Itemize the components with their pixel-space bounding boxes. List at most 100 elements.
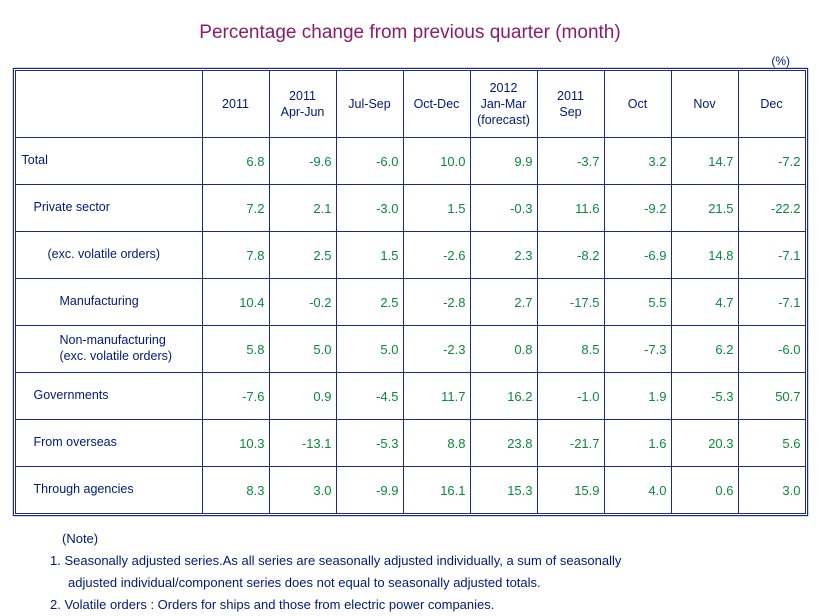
cell-value: 2.5 xyxy=(269,232,336,279)
cell-value: 11.7 xyxy=(403,373,470,420)
cell-value: 3.2 xyxy=(604,138,671,185)
cell-value: -7.6 xyxy=(202,373,269,420)
cell-value: -7.1 xyxy=(738,232,805,279)
cell-value: 0.6 xyxy=(671,467,738,514)
row-label: Total xyxy=(15,138,202,185)
cell-value: -9.2 xyxy=(604,185,671,232)
cell-value: 8.3 xyxy=(202,467,269,514)
table-row: Through agencies8.33.0-9.916.115.315.94.… xyxy=(15,467,805,514)
cell-value: 5.6 xyxy=(738,420,805,467)
cell-value: 50.7 xyxy=(738,373,805,420)
table-row: Private sector7.22.1-3.01.5-0.311.6-9.22… xyxy=(15,185,805,232)
cell-value: -6.0 xyxy=(738,326,805,373)
col-header: 2011 xyxy=(202,71,269,138)
cell-value: 8.8 xyxy=(403,420,470,467)
table-row: Manufacturing10.4-0.22.5-2.82.7-17.55.54… xyxy=(15,279,805,326)
table-row: Governments-7.60.9-4.511.716.2-1.01.9-5.… xyxy=(15,373,805,420)
cell-value: -7.2 xyxy=(738,138,805,185)
table-row: Total6.8-9.6-6.010.09.9-3.73.214.7-7.2 xyxy=(15,138,805,185)
row-label: (exc. volatile orders) xyxy=(15,232,202,279)
cell-value: 14.8 xyxy=(671,232,738,279)
col-header: Dec xyxy=(738,71,805,138)
cell-value: 4.0 xyxy=(604,467,671,514)
cell-value: 10.0 xyxy=(403,138,470,185)
row-label: Manufacturing xyxy=(15,279,202,326)
cell-value: 1.9 xyxy=(604,373,671,420)
cell-value: 5.0 xyxy=(336,326,403,373)
cell-value: -3.0 xyxy=(336,185,403,232)
cell-value: 15.3 xyxy=(470,467,537,514)
note-item: 2. Volatile orders : Orders for ships an… xyxy=(40,594,780,616)
note-item: 1. Seasonally adjusted series.As all ser… xyxy=(40,550,780,572)
cell-value: 7.2 xyxy=(202,185,269,232)
cell-value: 2.1 xyxy=(269,185,336,232)
cell-value: 8.5 xyxy=(537,326,604,373)
cell-value: 20.3 xyxy=(671,420,738,467)
cell-value: -1.0 xyxy=(537,373,604,420)
col-header: Nov xyxy=(671,71,738,138)
cell-value: 6.8 xyxy=(202,138,269,185)
cell-value: 5.5 xyxy=(604,279,671,326)
table-row: From overseas10.3-13.1-5.38.823.8-21.71.… xyxy=(15,420,805,467)
cell-value: -3.7 xyxy=(537,138,604,185)
cell-value: -2.6 xyxy=(403,232,470,279)
cell-value: 15.9 xyxy=(537,467,604,514)
cell-value: -6.9 xyxy=(604,232,671,279)
unit-label: (%) xyxy=(30,54,790,68)
cell-value: 0.8 xyxy=(470,326,537,373)
note-item: adjusted individual/component series doe… xyxy=(40,572,780,594)
cell-value: -17.5 xyxy=(537,279,604,326)
cell-value: -6.0 xyxy=(336,138,403,185)
cell-value: 23.8 xyxy=(470,420,537,467)
cell-value: 11.6 xyxy=(537,185,604,232)
cell-value: -0.3 xyxy=(470,185,537,232)
cell-value: -22.2 xyxy=(738,185,805,232)
notes-block: (Note) 1. Seasonally adjusted series.As … xyxy=(40,528,780,616)
row-label: Governments xyxy=(15,373,202,420)
notes-header: (Note) xyxy=(40,528,780,550)
col-header: 2011Apr-Jun xyxy=(269,71,336,138)
cell-value: 1.6 xyxy=(604,420,671,467)
header-row: 2011 2011Apr-Jun Jul-Sep Oct-Dec 2012Jan… xyxy=(15,71,805,138)
cell-value: 5.8 xyxy=(202,326,269,373)
data-table: 2011 2011Apr-Jun Jul-Sep Oct-Dec 2012Jan… xyxy=(15,70,806,514)
cell-value: -0.2 xyxy=(269,279,336,326)
cell-value: 10.4 xyxy=(202,279,269,326)
cell-value: -5.3 xyxy=(336,420,403,467)
cell-value: 6.2 xyxy=(671,326,738,373)
cell-value: 10.3 xyxy=(202,420,269,467)
table-header: 2011 2011Apr-Jun Jul-Sep Oct-Dec 2012Jan… xyxy=(15,71,805,138)
table-row: (exc. volatile orders)7.82.51.5-2.62.3-8… xyxy=(15,232,805,279)
cell-value: 7.8 xyxy=(202,232,269,279)
row-label: Non-manufacturing(exc. volatile orders) xyxy=(15,326,202,373)
cell-value: -8.2 xyxy=(537,232,604,279)
cell-value: 1.5 xyxy=(403,185,470,232)
col-header: 2011Sep xyxy=(537,71,604,138)
cell-value: 16.1 xyxy=(403,467,470,514)
cell-value: 14.7 xyxy=(671,138,738,185)
table-body: Total6.8-9.6-6.010.09.9-3.73.214.7-7.2Pr… xyxy=(15,138,805,514)
cell-value: 3.0 xyxy=(738,467,805,514)
cell-value: -7.3 xyxy=(604,326,671,373)
row-label: Through agencies xyxy=(15,467,202,514)
cell-value: 2.7 xyxy=(470,279,537,326)
cell-value: -9.6 xyxy=(269,138,336,185)
cell-value: -5.3 xyxy=(671,373,738,420)
cell-value: 5.0 xyxy=(269,326,336,373)
col-header: Jul-Sep xyxy=(336,71,403,138)
col-header: 2012Jan-Mar(forecast) xyxy=(470,71,537,138)
page-title: Percentage change from previous quarter … xyxy=(0,22,820,44)
row-label: Private sector xyxy=(15,185,202,232)
cell-value: 21.5 xyxy=(671,185,738,232)
cell-value: 16.2 xyxy=(470,373,537,420)
cell-value: 2.5 xyxy=(336,279,403,326)
cell-value: -2.3 xyxy=(403,326,470,373)
cell-value: 9.9 xyxy=(470,138,537,185)
row-label: From overseas xyxy=(15,420,202,467)
col-header: Oct-Dec xyxy=(403,71,470,138)
cell-value: 2.3 xyxy=(470,232,537,279)
cell-value: 0.9 xyxy=(269,373,336,420)
col-header: Oct xyxy=(604,71,671,138)
cell-value: 1.5 xyxy=(336,232,403,279)
table-row: Non-manufacturing(exc. volatile orders)5… xyxy=(15,326,805,373)
